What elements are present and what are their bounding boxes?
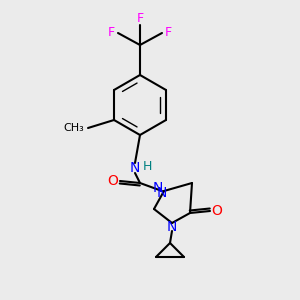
Text: N: N <box>167 220 177 234</box>
Text: O: O <box>108 174 118 188</box>
Text: F: F <box>165 26 172 38</box>
Text: F: F <box>136 11 144 25</box>
Text: N: N <box>130 161 140 175</box>
Text: H: H <box>142 160 152 172</box>
Text: F: F <box>108 26 115 38</box>
Text: N: N <box>157 186 167 200</box>
Text: O: O <box>212 204 222 218</box>
Text: N: N <box>153 181 163 195</box>
Text: CH₃: CH₃ <box>63 123 84 133</box>
